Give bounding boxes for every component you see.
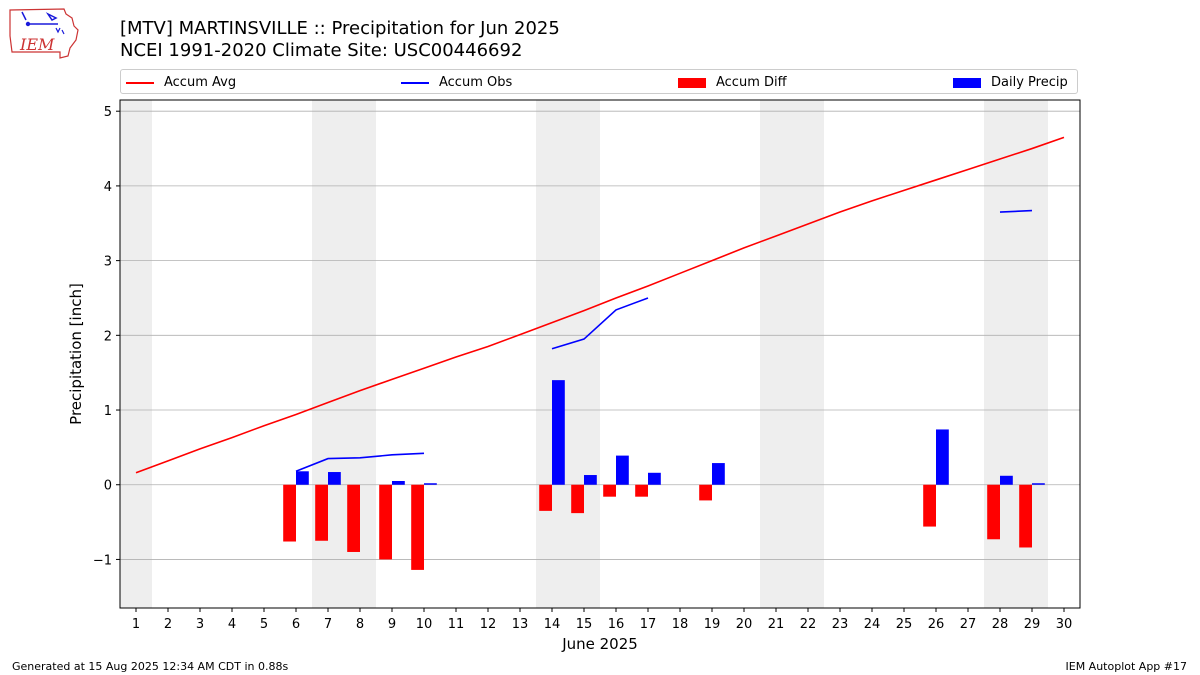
x-tick-label: 6 xyxy=(292,617,300,632)
x-tick-label: 5 xyxy=(260,617,268,632)
x-tick-label: 20 xyxy=(736,617,753,632)
accum-diff-bar xyxy=(571,484,584,514)
y-tick-label: 0 xyxy=(104,479,112,494)
daily-precip-bar xyxy=(392,481,405,485)
y-axis-label: Precipitation [inch] xyxy=(67,283,85,425)
y-tick-label: −1 xyxy=(93,553,112,568)
weekend-band xyxy=(120,100,152,608)
weekend-band xyxy=(536,100,600,608)
accum-diff-bar xyxy=(1019,484,1032,548)
x-tick-label: 26 xyxy=(928,617,945,632)
x-tick-label: 19 xyxy=(704,617,721,632)
accum-obs-line xyxy=(295,452,425,473)
x-axis-label: June 2025 xyxy=(561,635,638,653)
accum-diff-bar xyxy=(379,484,392,560)
daily-precip-bar xyxy=(328,472,341,485)
x-tick-label: 10 xyxy=(416,617,433,632)
y-tick-label: 3 xyxy=(104,255,112,270)
x-tick-label: 30 xyxy=(1056,617,1073,632)
x-tick-label: 15 xyxy=(576,617,593,632)
legend-swatch-accum-avg xyxy=(126,81,154,84)
weekend-band xyxy=(760,100,824,608)
daily-precip-bar xyxy=(1032,483,1045,485)
legend-swatch-accum-diff xyxy=(678,77,706,88)
accum-diff-bar xyxy=(923,484,936,527)
x-tick-label: 24 xyxy=(864,617,881,632)
y-tick-label: 2 xyxy=(104,329,112,344)
accum-diff-bar xyxy=(699,484,712,501)
x-tick-label: 2 xyxy=(164,617,172,632)
logo-text: IEM xyxy=(19,35,55,54)
x-tick-label: 8 xyxy=(356,617,364,632)
x-tick-label: 1 xyxy=(132,617,140,632)
x-tick-label: 25 xyxy=(896,617,913,632)
x-tick-label: 13 xyxy=(512,617,529,632)
legend-item-accum-avg: Accum Avg xyxy=(126,70,236,95)
legend-label-accum-diff: Accum Diff xyxy=(716,75,787,90)
x-tick-label: 21 xyxy=(768,617,785,632)
accum-diff-bar xyxy=(283,484,296,542)
x-tick-label: 3 xyxy=(196,617,204,632)
x-tick-label: 4 xyxy=(228,617,236,632)
x-tick-label: 22 xyxy=(800,617,817,632)
x-tick-label: 17 xyxy=(640,617,657,632)
legend: Accum Avg Accum Obs Accum Diff Daily Pre… xyxy=(120,69,1078,94)
daily-precip-bar xyxy=(936,429,949,485)
accum-diff-bar xyxy=(411,484,424,570)
x-tick-label: 29 xyxy=(1024,617,1041,632)
accum-obs-line xyxy=(999,209,1033,213)
accum-diff-bar xyxy=(315,484,328,541)
legend-label-daily-precip: Daily Precip xyxy=(991,75,1068,90)
y-tick-label: 5 xyxy=(104,105,112,120)
title-line-2: NCEI 1991-2020 Climate Site: USC00446692 xyxy=(120,40,523,61)
x-tick-label: 11 xyxy=(448,617,465,632)
accum-diff-bar xyxy=(347,484,360,552)
legend-item-accum-diff: Accum Diff xyxy=(678,70,787,95)
accum-diff-bar xyxy=(635,484,648,497)
x-tick-label: 18 xyxy=(672,617,689,632)
x-tick-label: 16 xyxy=(608,617,625,632)
accum-diff-bar xyxy=(987,484,1000,540)
daily-precip-bar xyxy=(296,471,309,485)
legend-swatch-daily-precip xyxy=(953,77,981,88)
y-tick-label: 4 xyxy=(104,180,112,195)
legend-label-accum-obs: Accum Obs xyxy=(439,75,513,90)
legend-swatch-accum-obs xyxy=(401,81,429,84)
daily-precip-bar xyxy=(584,475,597,485)
accum-diff-bar xyxy=(539,484,552,511)
title-line-1: [MTV] MARTINSVILLE :: Precipitation for … xyxy=(120,18,560,39)
daily-precip-bar xyxy=(424,483,437,485)
y-tick-label: 1 xyxy=(104,404,112,419)
daily-precip-bar xyxy=(648,472,661,485)
daily-precip-bar xyxy=(1000,475,1013,485)
legend-label-accum-avg: Accum Avg xyxy=(164,75,237,90)
accum-diff-bar xyxy=(603,484,616,497)
chart-title: [MTV] MARTINSVILLE :: Precipitation for … xyxy=(120,18,560,62)
daily-precip-bar xyxy=(552,380,565,485)
legend-item-daily-precip: Daily Precip xyxy=(953,70,1068,95)
x-tick-label: 27 xyxy=(960,617,977,632)
plot-frame xyxy=(119,99,1081,609)
daily-precip-bar xyxy=(712,463,725,485)
accum-avg-line xyxy=(135,136,1065,474)
x-tick-label: 14 xyxy=(544,617,561,632)
legend-item-accum-obs: Accum Obs xyxy=(401,70,512,95)
accum-obs-line xyxy=(551,297,649,350)
x-tick-label: 28 xyxy=(992,617,1009,632)
x-tick-label: 9 xyxy=(388,617,396,632)
daily-precip-bar xyxy=(616,455,629,485)
x-tick-label: 7 xyxy=(324,617,332,632)
footer-generated: Generated at 15 Aug 2025 12:34 AM CDT in… xyxy=(12,660,289,673)
iem-logo: IEM xyxy=(9,8,79,59)
footer-app: IEM Autoplot App #17 xyxy=(1065,660,1188,673)
x-tick-label: 23 xyxy=(832,617,849,632)
x-tick-label: 12 xyxy=(480,617,497,632)
